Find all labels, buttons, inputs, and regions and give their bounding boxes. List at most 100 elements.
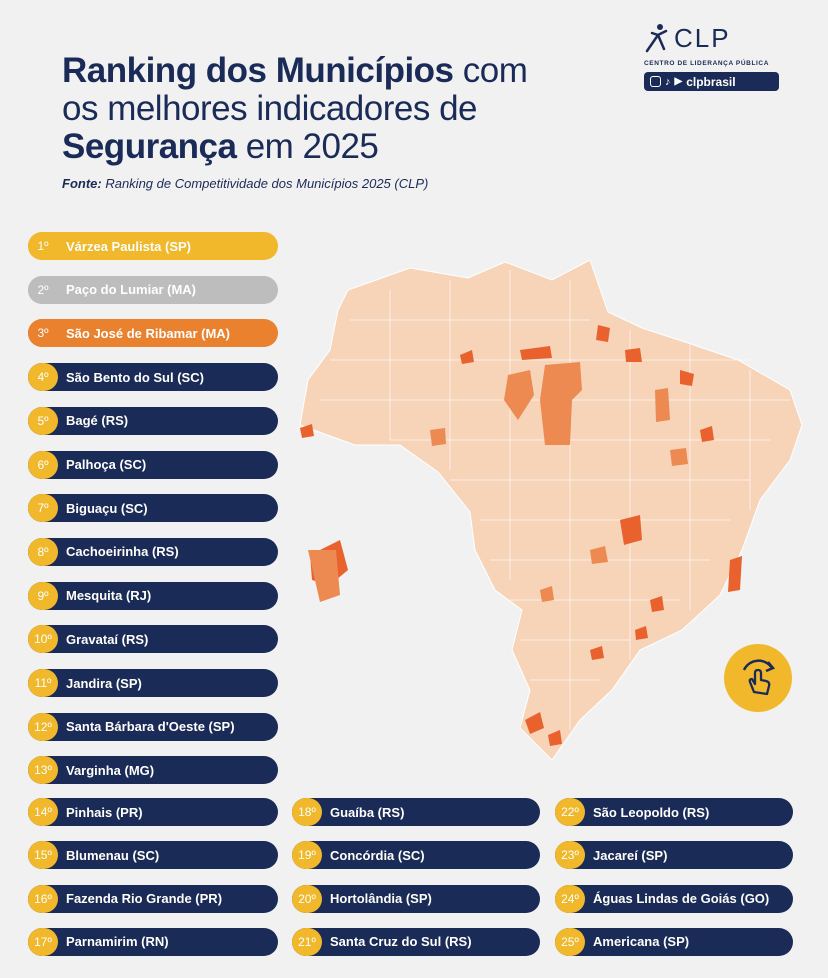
logo-subtitle: CENTRO DE LIDERANÇA PÚBLICA — [644, 60, 770, 67]
ranking-item: 2º Paço do Lumiar (MA) — [28, 275, 278, 304]
ranking-item: 20º Hortolândia (SP) — [292, 884, 540, 913]
ranking-item: 8º Cachoeirinha (RS) — [28, 537, 278, 566]
clp-figure-icon — [645, 24, 668, 53]
swipe-hand-icon — [742, 659, 776, 696]
source-label: Fonte: — [62, 176, 102, 191]
ranking-position: 12º — [28, 712, 58, 741]
ranking-item: 3º São José de Ribamar (MA) — [28, 319, 278, 348]
title-bold-1: Ranking dos Municípios — [62, 51, 454, 90]
ranking-item: 21º Santa Cruz do Sul (RS) — [292, 927, 540, 956]
ranking-item: 14º Pinhais (PR) — [28, 798, 278, 826]
ranking-municipality: Bagé (RS) — [66, 413, 129, 429]
highlighted-municipalities — [300, 325, 742, 746]
ranking-municipality: Concórdia (SC) — [330, 847, 425, 863]
ranking-municipality: Varginha (MG) — [66, 762, 155, 778]
ranking-municipality: Parnamirim (RN) — [66, 934, 169, 950]
ranking-municipality: Palhoça (SC) — [66, 457, 147, 472]
swipe-hint-button[interactable] — [724, 644, 792, 712]
logo-name: CLP — [674, 22, 731, 53]
ranking-municipality: Jandira (SP) — [66, 675, 142, 691]
ranking-municipality: Blumenau (SC) — [66, 847, 160, 863]
ranking-municipality: São José de Ribamar (MA) — [66, 325, 230, 341]
ranking-municipality: Mesquita (RJ) — [66, 588, 152, 604]
ranking-municipality: Várzea Paulista (SP) — [66, 238, 191, 254]
title-line-2: os melhores indicadores de — [62, 89, 478, 128]
ranking-municipality: Santa Bárbara d'Oeste (SP) — [66, 719, 235, 735]
ranking-item: 16º Fazenda Rio Grande (PR) — [28, 884, 278, 913]
title-rest-3: em 2025 — [236, 127, 379, 166]
ranking-municipality: Jacareí (SP) — [593, 847, 668, 863]
ranking-position: 13º — [28, 756, 58, 785]
ranking-item: 25º Americana (SP) — [555, 927, 793, 956]
ranking-item: 11º Jandira (SP) — [28, 669, 278, 697]
ranking-position: 23º — [555, 841, 585, 870]
ranking-municipality: Americana (SP) — [593, 934, 690, 950]
ranking-item: 13º Varginha (MG) — [28, 756, 278, 785]
ranking-position: 21º — [292, 927, 322, 956]
ranking-position: 22º — [555, 798, 585, 826]
ranking-position: 2º — [28, 275, 58, 304]
ranking-position: 24º — [555, 884, 585, 913]
ranking-item: 24º Águas Lindas de Goiás (GO) — [555, 884, 793, 913]
ranking-item: 12º Santa Bárbara d'Oeste (SP) — [28, 712, 278, 741]
youtube-icon: ▶ — [674, 76, 683, 87]
ranking-item: 18º Guaíba (RS) — [292, 798, 540, 826]
social-handle: clpbrasil — [686, 74, 736, 89]
brazil-shape — [299, 259, 803, 761]
ranking-municipality: Cachoeirinha (RS) — [66, 544, 179, 560]
ranking-municipality: Biguaçu (SC) — [66, 500, 148, 516]
brazil-map — [299, 259, 803, 761]
ranking-item: 15º Blumenau (SC) — [28, 841, 278, 870]
title-rest-1: com — [453, 51, 528, 90]
ranking-item: 6º Palhoça (SC) — [28, 450, 278, 479]
ranking-position: 9º — [28, 581, 58, 610]
ranking-position: 5º — [28, 406, 58, 435]
ranking-position: 4º — [28, 363, 58, 392]
ranking-municipality: São Bento do Sul (SC) — [66, 369, 204, 385]
ranking-item: 23º Jacareí (SP) — [555, 841, 793, 870]
ranking-position: 25º — [555, 927, 585, 956]
instagram-icon — [650, 76, 661, 87]
social-handle-bar[interactable]: ♪ ▶ clpbrasil — [644, 72, 779, 91]
ranking-item: 9º Mesquita (RJ) — [28, 581, 278, 610]
ranking-position: 10º — [28, 625, 58, 654]
page-title: Ranking dos Municípios com os melhores i… — [62, 52, 602, 166]
ranking-position: 19º — [292, 841, 322, 870]
ranking-position: 16º — [28, 884, 58, 913]
ranking-item: 1º Várzea Paulista (SP) — [28, 232, 278, 260]
municipality-grid — [320, 270, 790, 730]
ranking-position: 6º — [28, 450, 58, 479]
ranking-position: 11º — [28, 669, 58, 697]
ranking-municipality: Gravataí (RS) — [66, 631, 149, 647]
ranking-municipality: Paço do Lumiar (MA) — [66, 282, 197, 298]
ranking-position: 17º — [28, 927, 58, 956]
source-note: Fonte: Ranking de Competitividade dos Mu… — [62, 176, 428, 191]
ranking-position: 7º — [28, 494, 58, 523]
ranking-position: 20º — [292, 884, 322, 913]
ranking-item: 10º Gravataí (RS) — [28, 625, 278, 654]
ranking-position: 1º — [28, 232, 58, 260]
ranking-municipality: Santa Cruz do Sul (RS) — [330, 934, 472, 950]
ranking-item: 5º Bagé (RS) — [28, 406, 278, 435]
ranking-municipality: Águas Lindas de Goiás (GO) — [593, 891, 770, 907]
ranking-municipality: Fazenda Rio Grande (PR) — [66, 891, 223, 907]
ranking-municipality: Pinhais (PR) — [66, 804, 143, 820]
logo-mark: CLP — [644, 20, 779, 56]
ranking-municipality: Guaíba (RS) — [330, 804, 405, 820]
clp-logo: CLP CENTRO DE LIDERANÇA PÚBLICA ♪ ▶ clpb… — [644, 20, 779, 91]
ranking-position: 14º — [28, 798, 58, 826]
ranking-position: 3º — [28, 319, 58, 348]
ranking-municipality: São Leopoldo (RS) — [593, 804, 710, 820]
ranking-municipality: Hortolândia (SP) — [330, 891, 432, 907]
ranking-item: 19º Concórdia (SC) — [292, 841, 540, 870]
source-text: Ranking de Competitividade dos Município… — [101, 176, 429, 191]
ranking-item: 7º Biguaçu (SC) — [28, 494, 278, 523]
ranking-position: 15º — [28, 841, 58, 870]
ranking-position: 18º — [292, 798, 322, 826]
ranking-item: 4º São Bento do Sul (SC) — [28, 363, 278, 392]
ranking-item: 22º São Leopoldo (RS) — [555, 798, 793, 826]
title-bold-3: Segurança — [62, 127, 237, 166]
ranking-position: 8º — [28, 537, 58, 566]
ranking-item: 17º Parnamirim (RN) — [28, 927, 278, 956]
tiktok-icon: ♪ — [665, 75, 671, 88]
